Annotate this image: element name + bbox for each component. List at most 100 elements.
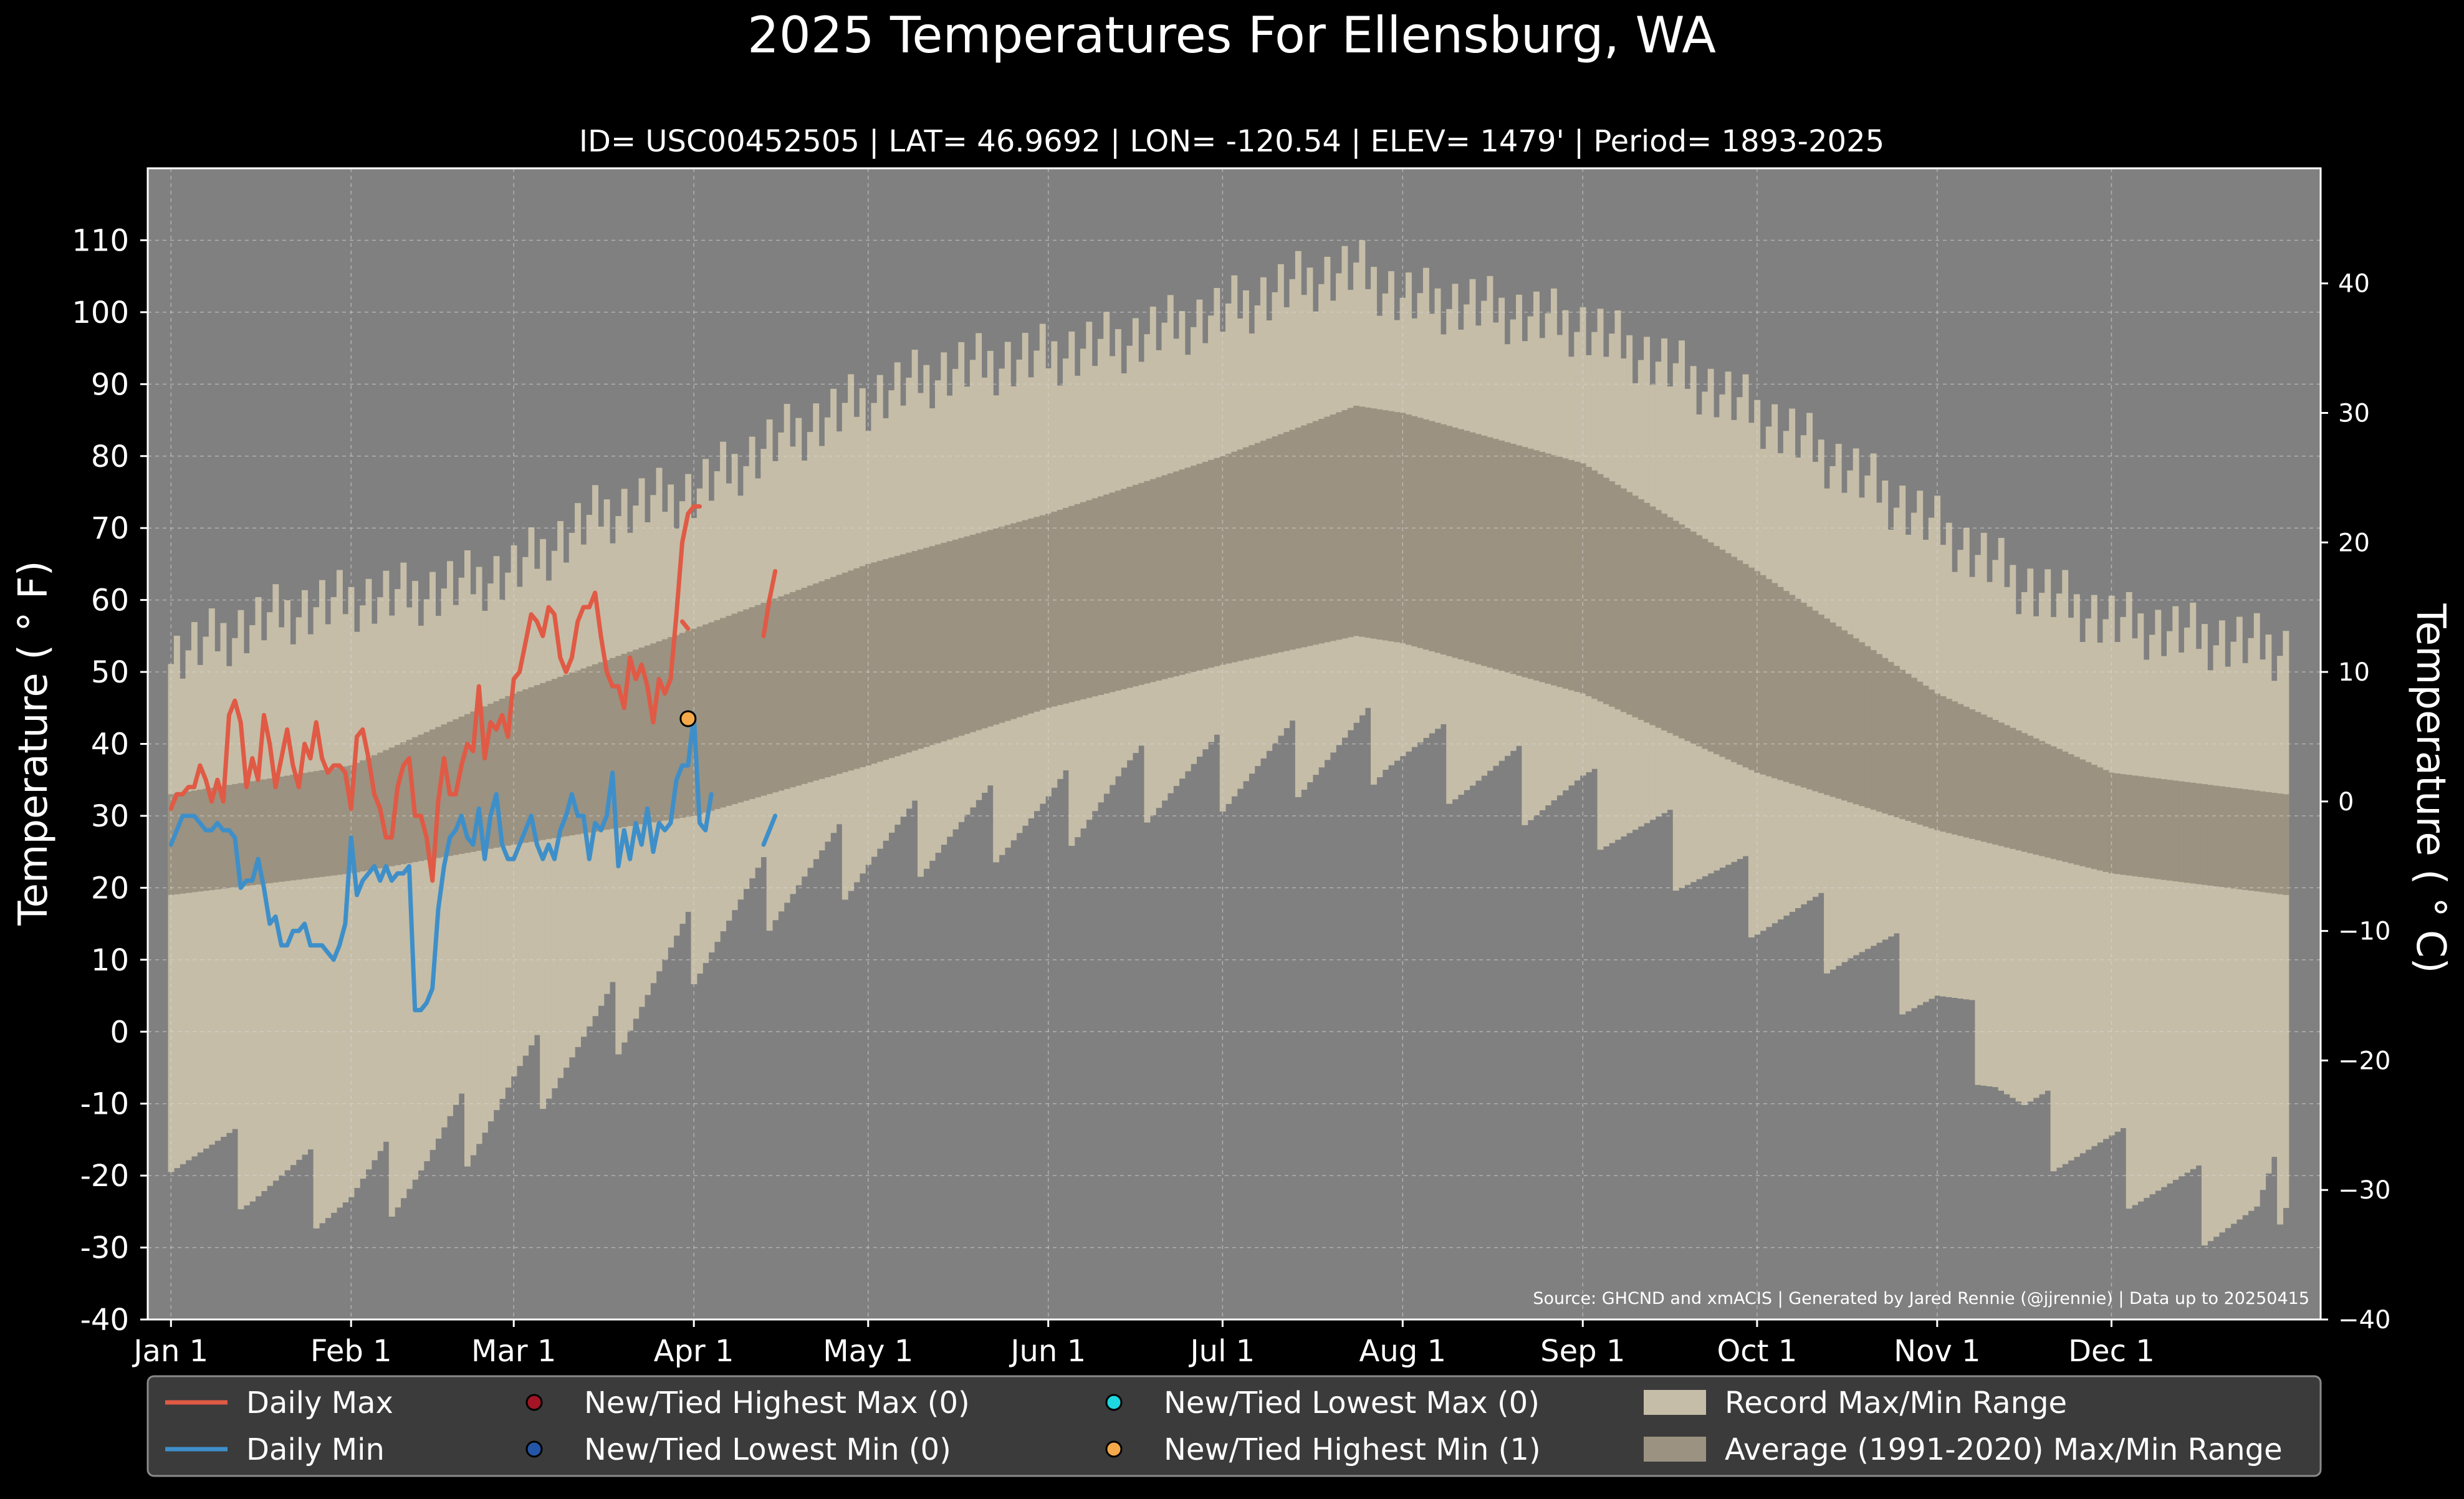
normal-range-bar — [1748, 567, 1755, 770]
normal-range-bar — [1382, 410, 1389, 641]
y-tick-label: 20 — [91, 871, 129, 906]
record-range-bar — [2184, 627, 2190, 1173]
normal-range-bar — [1527, 448, 1534, 679]
normal-range-bar — [470, 711, 477, 852]
normal-range-bar — [1510, 444, 1517, 674]
legend-label: Record Max/Min Range — [1725, 1386, 2067, 1420]
normal-range-bar — [505, 696, 512, 846]
normal-range-bar — [458, 716, 465, 854]
normal-range-bar — [1533, 450, 1540, 681]
normal-range-bar — [621, 654, 628, 827]
normal-range-bar — [295, 773, 302, 880]
record-range-bar — [2132, 638, 2138, 1205]
normal-range-bar — [702, 624, 709, 813]
normal-range-bar — [1719, 549, 1726, 757]
record-range-bar — [2277, 656, 2284, 1225]
record-range-bar — [2213, 645, 2220, 1237]
normal-range-bar — [441, 724, 448, 857]
normal-range-bar — [388, 747, 395, 866]
normal-range-bar — [1312, 421, 1319, 645]
normal-range-bar — [789, 591, 796, 788]
normal-range-bar — [1306, 423, 1313, 646]
normal-range-bar — [580, 668, 587, 834]
normal-range-bar — [1800, 603, 1807, 788]
normal-range-bar — [615, 656, 622, 828]
normal-range-bar — [2097, 767, 2104, 871]
x-tick-label: Jul 1 — [1188, 1334, 1255, 1369]
normal-range-bar — [2149, 777, 2155, 879]
record-range-bar — [2068, 618, 2074, 1161]
normal-range-bar — [813, 583, 820, 781]
normal-range-bar — [772, 598, 779, 793]
normal-range-bar — [883, 559, 889, 760]
y-tick-label: 50 — [91, 655, 129, 690]
y-tick-label: 70 — [91, 511, 129, 546]
normal-range-bar — [563, 674, 570, 836]
normal-range-bar — [575, 670, 582, 835]
x-tick-label: Apr 1 — [654, 1334, 734, 1369]
normal-range-bar — [423, 732, 430, 860]
record-range-bar — [423, 599, 430, 1162]
normal-range-bar — [952, 539, 959, 738]
normal-range-bar — [1603, 477, 1609, 704]
normal-range-bar — [1417, 418, 1424, 648]
normal-range-bar — [1254, 443, 1261, 658]
normal-range-bar — [598, 662, 605, 831]
normal-range-bar — [603, 660, 610, 830]
normal-range-bar — [1051, 512, 1058, 707]
normal-range-bar — [934, 544, 941, 744]
normal-range-bar — [1434, 423, 1441, 653]
normal-range-bar — [1167, 473, 1174, 678]
record-range-bar — [330, 597, 337, 1213]
normal-range-bar — [1109, 492, 1116, 692]
normal-range-bar — [638, 647, 645, 825]
normal-range-bar — [1266, 438, 1273, 655]
normal-range-bar — [987, 530, 994, 727]
normal-range-bar — [319, 770, 325, 877]
record-range-bar — [2143, 659, 2150, 1198]
normal-range-bar — [1637, 499, 1644, 721]
normal-range-bar — [2126, 775, 2132, 876]
normal-range-bar — [1283, 432, 1290, 651]
normal-range-bar — [481, 706, 488, 850]
y2-tick-label: 30 — [2338, 399, 2370, 428]
normal-range-bar — [203, 788, 209, 891]
record-range-bar — [481, 610, 488, 1133]
record-range-bar — [2126, 591, 2132, 1209]
normal-range-bar — [900, 554, 906, 755]
normal-range-bar — [1405, 414, 1412, 645]
normal-range-bar — [1661, 514, 1668, 730]
normal-range-bar — [818, 581, 825, 779]
normal-range-bar — [2213, 785, 2220, 887]
normal-range-bar — [383, 750, 390, 868]
normal-range-bar — [830, 577, 837, 776]
normal-range-bar — [644, 645, 651, 823]
normal-range-bar — [1730, 557, 1737, 762]
record-range-bar — [255, 597, 262, 1197]
y2-tick-label: 40 — [2338, 270, 2370, 299]
y-tick-label: -30 — [80, 1231, 129, 1266]
record-range-bar — [325, 624, 332, 1219]
record-range-bar — [476, 567, 482, 1144]
normal-range-bar — [1952, 701, 1958, 835]
normal-range-bar — [1987, 717, 1993, 843]
normal-range-bar — [1184, 467, 1191, 674]
record-range-bar — [348, 587, 355, 1197]
normal-range-bar — [2283, 794, 2289, 895]
normal-range-bar — [499, 698, 506, 847]
y-tick-label: -20 — [80, 1159, 129, 1194]
normal-range-bar — [2236, 788, 2243, 889]
normal-range-bar — [1115, 491, 1121, 691]
record-range-bar — [395, 589, 401, 1208]
record-range-bar — [2242, 663, 2249, 1215]
normal-range-bar — [180, 792, 186, 894]
y2-tick-label: −20 — [2338, 1046, 2390, 1075]
normal-range-bar — [1864, 646, 1871, 808]
record-range-bar — [400, 562, 407, 1199]
normal-range-bar — [1161, 475, 1168, 679]
y-tick-label: -40 — [80, 1303, 129, 1338]
normal-range-bar — [1783, 591, 1790, 782]
record-range-bar — [284, 600, 290, 1171]
normal-range-bar — [2225, 787, 2232, 888]
normal-range-bar — [1149, 479, 1156, 682]
